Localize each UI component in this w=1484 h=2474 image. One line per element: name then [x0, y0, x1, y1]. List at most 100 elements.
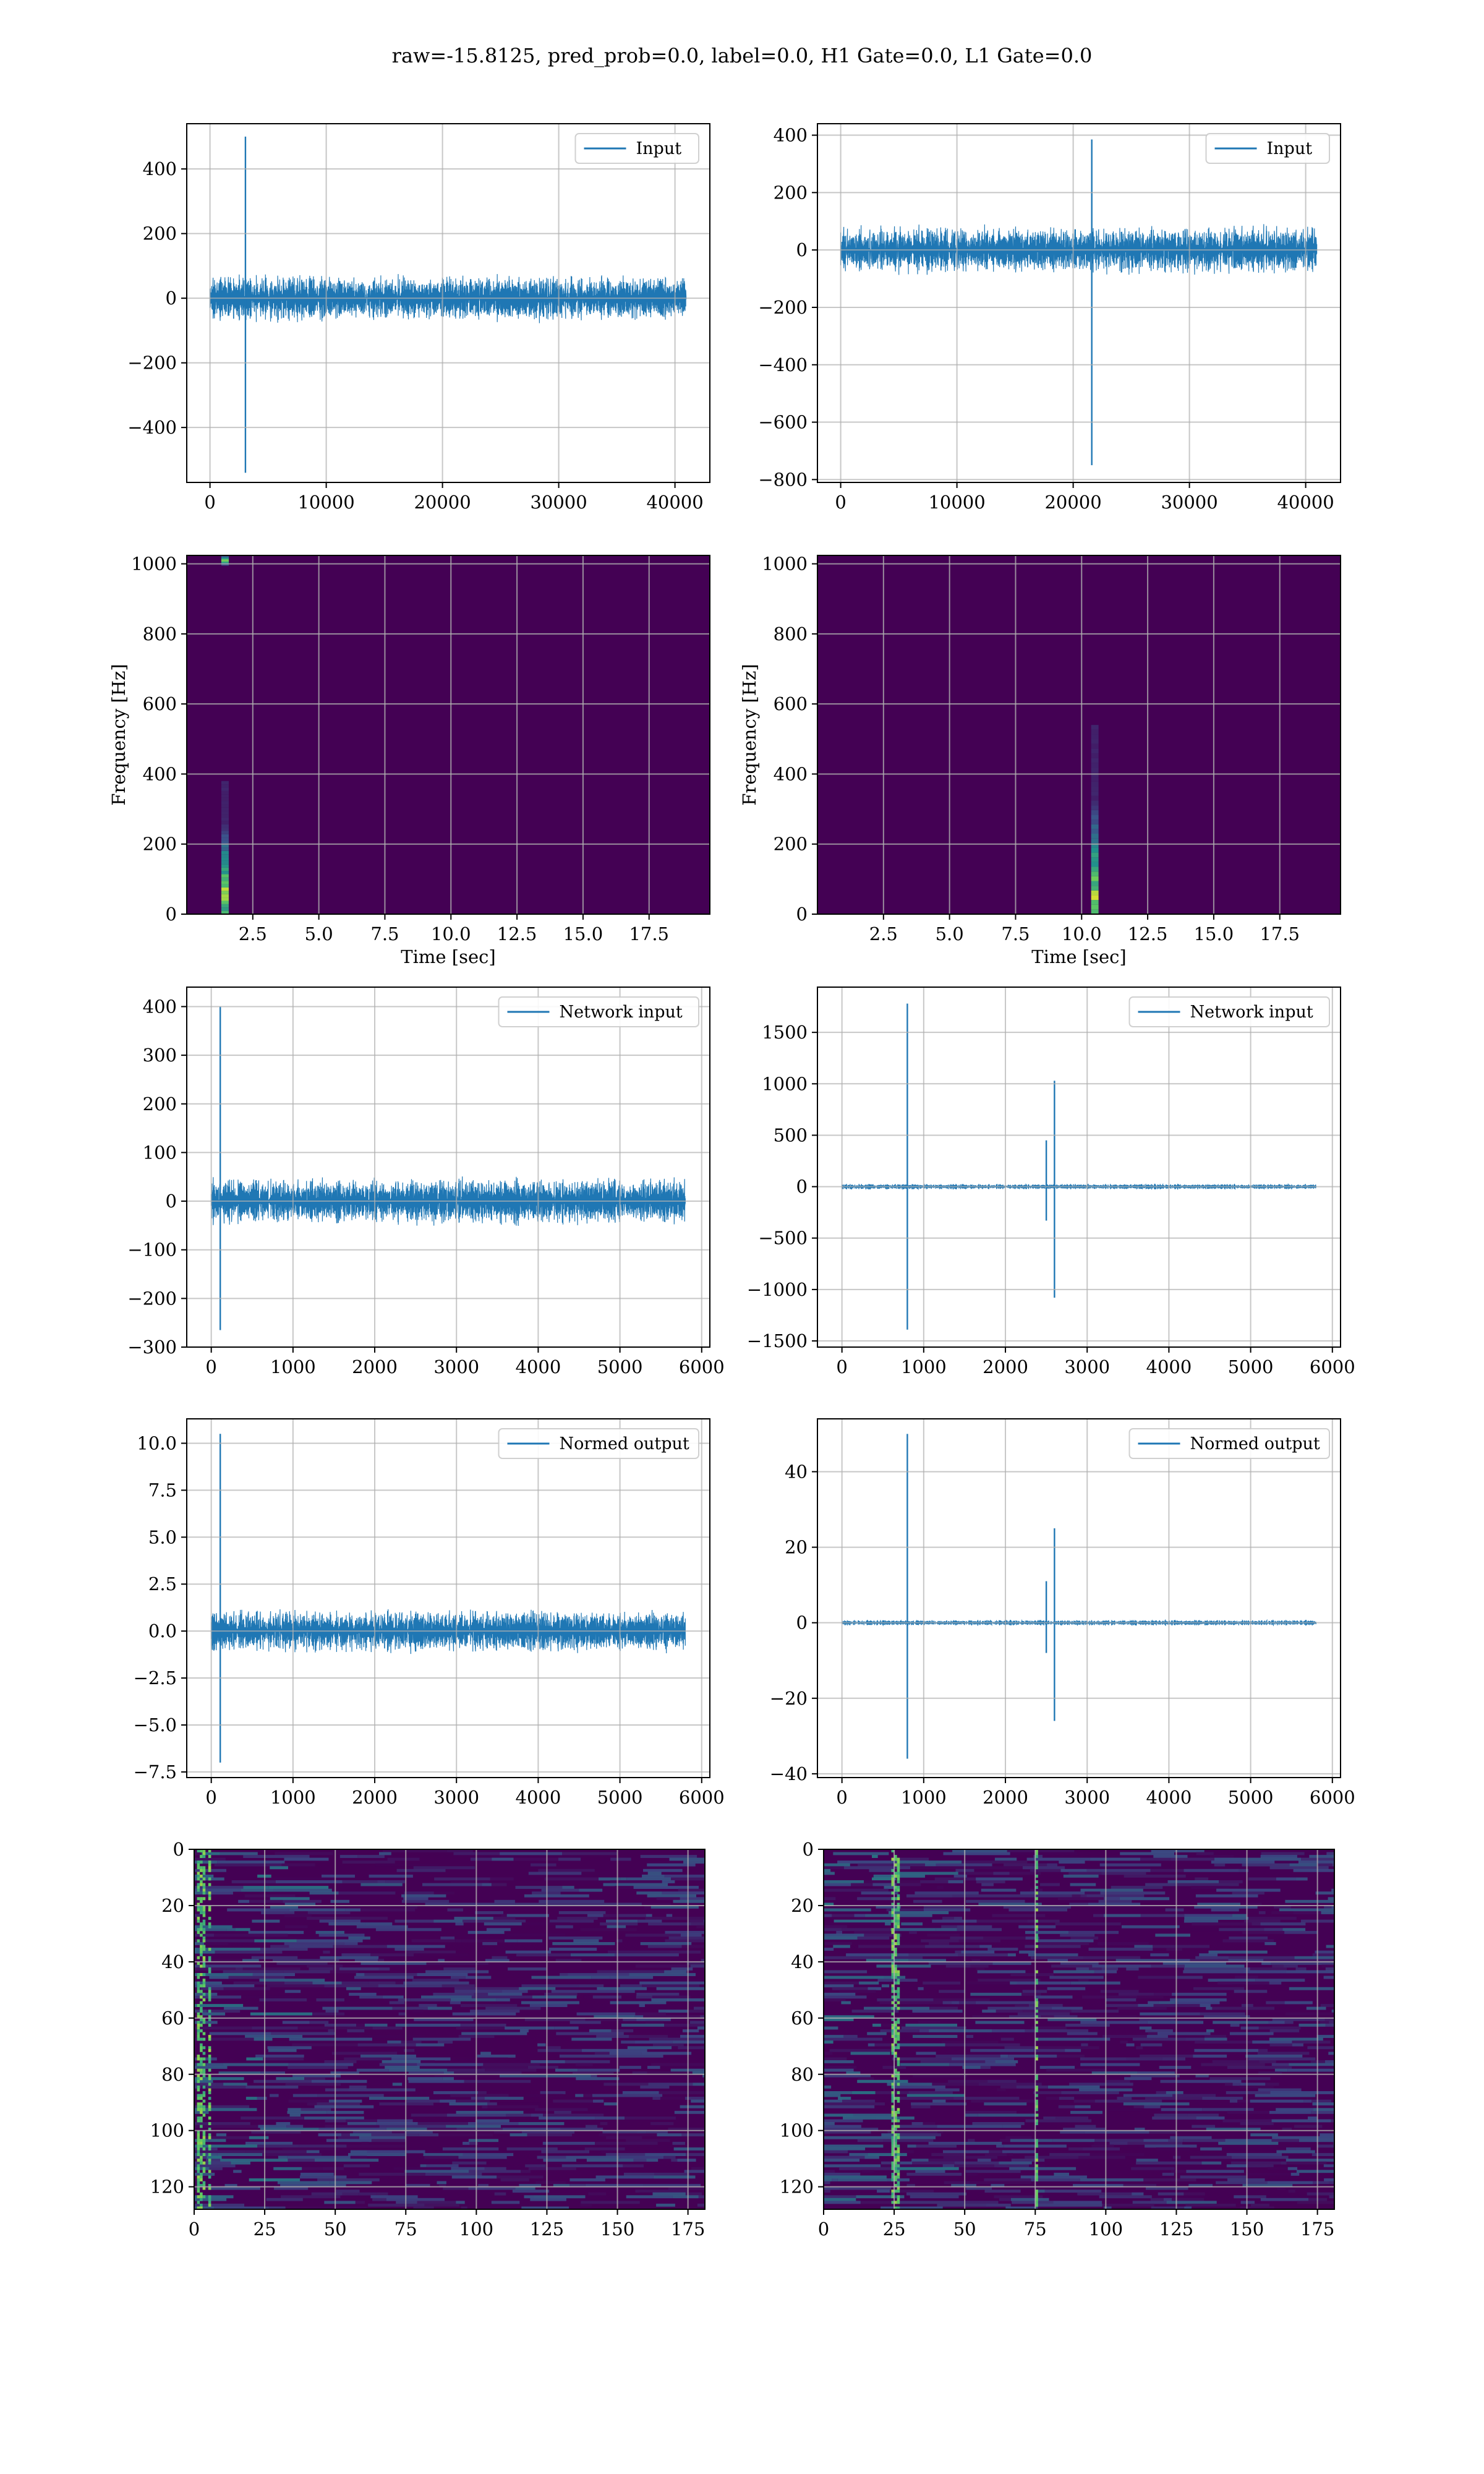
- spectrogram-chirp: [221, 891, 229, 894]
- spectrogram-chirp: [221, 887, 229, 891]
- legend-label: Input: [1267, 139, 1313, 158]
- heatmap-background: [187, 555, 710, 914]
- spectrogram-chirp: [221, 801, 229, 805]
- spectrogram-chirp: [221, 860, 229, 865]
- y-tick-label: 800: [143, 623, 177, 644]
- x-tick-label: 15.0: [563, 923, 603, 944]
- y-tick-label: −400: [758, 354, 808, 375]
- y-tick-label: −400: [127, 417, 177, 438]
- x-tick-label: 30000: [530, 492, 587, 513]
- spectrogram-chirp: [221, 884, 229, 888]
- spectrogram-chirp: [221, 850, 229, 855]
- chart-spectrogram-h1: 2.5 5.0 7.5 10.0 12.5 15.0 17.5 0 200 400 600 800 10…: [108, 554, 710, 967]
- y-tick-label: 0: [166, 904, 177, 925]
- x-tick-label: 0: [835, 492, 846, 513]
- x-tick-label: 2.5: [239, 923, 267, 944]
- spectrogram-chirp: [221, 881, 229, 884]
- spectrogram-chirp: [221, 844, 229, 848]
- x-tick-label: 10.0: [431, 923, 471, 944]
- spectrogram-chirp: [221, 821, 229, 824]
- x-tick-label: 10000: [928, 492, 985, 513]
- plot-area: [817, 124, 1341, 482]
- plot-area: [187, 555, 710, 914]
- spectrogram-chirp: [221, 790, 229, 795]
- heatmap-background: [817, 555, 1341, 914]
- x-tick-label: 7.5: [370, 923, 399, 944]
- x-tick-label: 17.5: [629, 923, 669, 944]
- y-tick-label: −200: [758, 297, 808, 318]
- chart-input-h1: 0 10000 20000 30000 40000 −400 −200 0 200 400 Inpu…: [127, 123, 710, 513]
- y-tick-label: 200: [774, 182, 808, 203]
- spectrogram-chirp: [221, 787, 229, 791]
- y-tick-label: −200: [127, 353, 177, 374]
- spectrogram-chirp: [221, 877, 229, 881]
- chart-input-l1: 0 10000 20000 30000 40000 −800 −600 −400 −200 0 20…: [758, 123, 1341, 513]
- spectrogram-chirp: [221, 904, 229, 908]
- spectrogram-chirp: [221, 847, 229, 851]
- spectrogram-chirp: [221, 867, 229, 871]
- spectrogram-chirp: [221, 814, 229, 818]
- spectrogram-chirp: [221, 828, 229, 831]
- spectrogram-chirp: [221, 894, 229, 898]
- spectrogram-chirp: [221, 907, 229, 911]
- spectrogram-chirp: [221, 811, 229, 815]
- spectrogram-chirp: [221, 834, 229, 838]
- y-tick-label: 400: [143, 158, 177, 179]
- spectrogram-chirp: [221, 837, 229, 841]
- chart-spectrogram-l1: 2.5 5.0 7.5 10.0 12.5 15.0 17.5020040060080010…: [739, 554, 1341, 967]
- x-tick-label: 0: [204, 492, 215, 513]
- y-tick-label: 400: [143, 763, 177, 784]
- axes-frame: [186, 123, 710, 483]
- axes-frame: [817, 123, 1341, 483]
- plot-area: [187, 124, 710, 482]
- x-tick-label: 30000: [1161, 492, 1217, 513]
- spectrogram-chirp: [221, 897, 229, 901]
- spectrogram-chirp: [221, 804, 229, 808]
- plot-area: [817, 555, 1341, 914]
- y-tick-label: 200: [143, 223, 177, 244]
- x-tick-label: 40000: [646, 492, 703, 513]
- signal-line: [840, 224, 1318, 275]
- spectrogram-chirp: [221, 910, 229, 914]
- spectrogram-chirp: [221, 794, 229, 798]
- x-tick-label: 40000: [1277, 492, 1334, 513]
- x-tick-label: 20000: [414, 492, 471, 513]
- x-tick-label: 10000: [297, 492, 354, 513]
- spectrogram-chirp: [221, 841, 229, 845]
- y-tick-label: 0: [166, 288, 177, 309]
- y-tick-label: 600: [143, 693, 177, 714]
- figure-title: raw=-15.8125, pred_prob=0.0, label=0.0, …: [392, 44, 1093, 67]
- spectrogram-chirp: [221, 784, 229, 788]
- x-axis-label: Time [sec]: [401, 946, 495, 967]
- legend: Input: [1205, 133, 1330, 164]
- y-tick-label: 200: [143, 834, 177, 855]
- legend-box: [574, 133, 699, 164]
- spectrogram-chirp: [221, 807, 229, 811]
- y-tick-label: −800: [758, 469, 808, 490]
- spectrogram-chirp: [221, 857, 229, 861]
- spectrogram-chirp: [221, 874, 229, 878]
- y-tick-label: −600: [758, 412, 808, 433]
- y-tick-label: 400: [774, 125, 808, 146]
- x-tick-label: 12.5: [497, 923, 537, 944]
- legend: Input: [574, 133, 699, 164]
- axes-frame: [186, 555, 710, 915]
- legend-box: [1205, 133, 1330, 164]
- spectrogram-chirp: [221, 831, 229, 834]
- y-axis-label: Frequency [Hz]: [108, 664, 129, 805]
- spectrogram-chirp: [221, 824, 229, 828]
- y-tick-label: 1000: [131, 554, 177, 575]
- spectrogram-chirp: [221, 901, 229, 904]
- x-tick-label: 20000: [1044, 492, 1101, 513]
- spectrogram-chirp: [221, 817, 229, 821]
- x-tick-label: 5.0: [305, 923, 333, 944]
- spectrogram-chirp: [221, 797, 229, 802]
- signal-line: [210, 274, 687, 323]
- spectrogram-chirp: [221, 781, 229, 785]
- spectrogram-chirp: [221, 871, 229, 875]
- spectrogram-chirp: [221, 854, 229, 858]
- legend-label: Input: [636, 139, 682, 158]
- spectrogram-chirp: [221, 864, 229, 868]
- y-tick-label: 0: [796, 239, 808, 260]
